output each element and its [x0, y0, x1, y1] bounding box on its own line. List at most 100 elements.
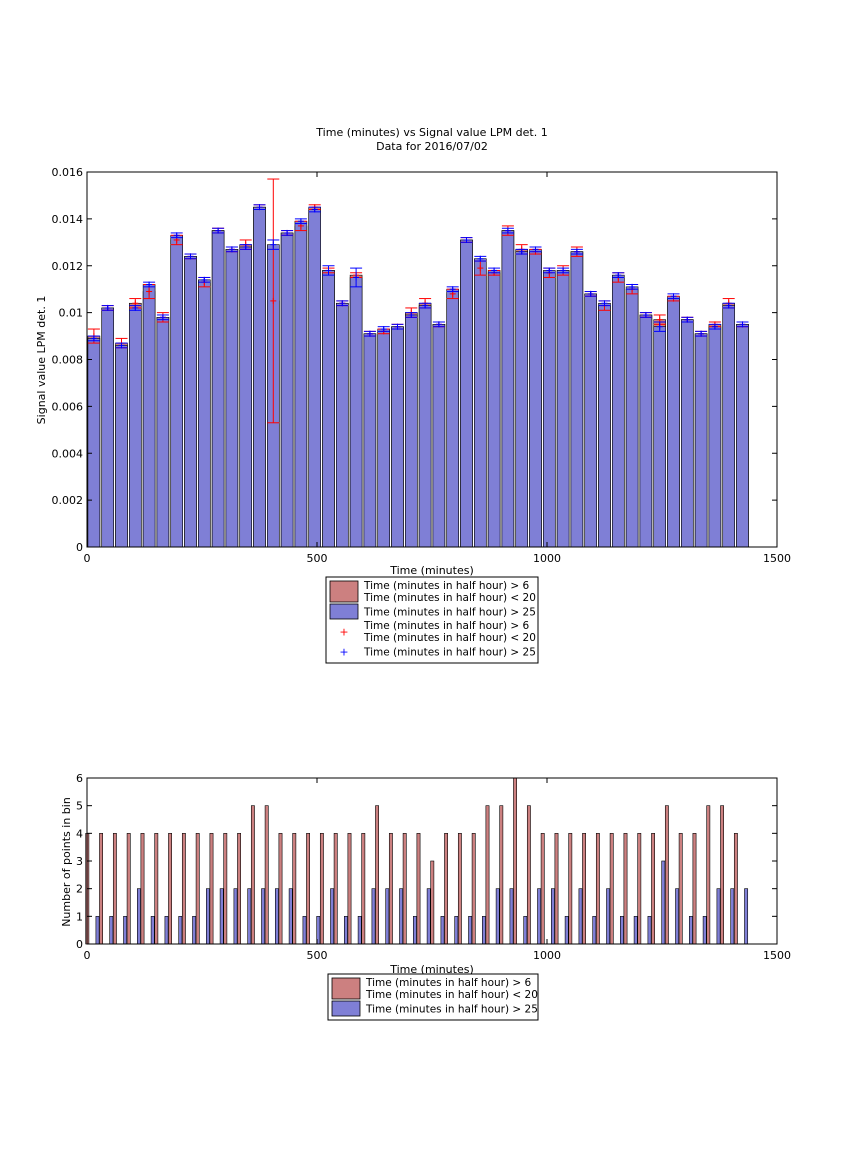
blue-bar	[198, 279, 211, 548]
count-red-bar	[361, 833, 366, 945]
legend-entry-label: Time (minutes in half hour) < 20	[363, 592, 536, 604]
blue-bar	[570, 251, 584, 548]
blue-bar	[349, 277, 363, 548]
x-tick-label: 1500	[763, 949, 791, 962]
count-red-bar	[651, 833, 655, 945]
y-tick-label: 0.006	[52, 400, 84, 413]
blue-bar	[170, 234, 183, 548]
blue-bar	[722, 305, 735, 548]
count-blue-bar	[744, 888, 749, 945]
count-blue-bar	[495, 888, 500, 945]
count-blue-bar	[343, 916, 348, 945]
legend-entry-label: Time (minutes in half hour) > 25	[363, 607, 536, 619]
y-tick-label: 1	[76, 910, 83, 923]
count-blue-bar	[330, 888, 335, 945]
count-red-bar	[568, 833, 573, 945]
count-blue-bar	[219, 888, 224, 945]
blue-bar	[115, 345, 128, 548]
legend-entry-label: Time (minutes in half hour) > 25	[363, 647, 536, 659]
legend-entry-label: Time (minutes in half hour) > 25	[365, 1004, 538, 1016]
count-red-bar	[692, 833, 697, 945]
count-red-bar	[223, 833, 228, 945]
count-blue-bar	[481, 916, 486, 945]
count-blue-bar	[716, 888, 721, 945]
y-tick-label: 0.008	[52, 354, 84, 367]
blue-bar	[653, 326, 666, 548]
blue-bar	[681, 319, 694, 548]
count-blue-bar	[357, 916, 362, 945]
legend-entry-label: Time (minutes in half hour) < 20	[363, 632, 536, 644]
y-tick-label: 0	[76, 541, 83, 554]
blue-bar	[156, 317, 170, 548]
blue-bar	[432, 324, 446, 548]
y-tick-label: 4	[76, 827, 83, 840]
count-red-bar	[112, 833, 117, 945]
x-tick-label: 0	[84, 949, 91, 962]
blue-bar	[253, 206, 266, 548]
count-blue-bar	[274, 888, 279, 945]
legend-blue-patch	[331, 1000, 361, 1017]
legend-red-patch	[329, 580, 359, 603]
count-blue-bar	[564, 916, 569, 945]
count-red-bar	[485, 805, 490, 945]
blue-bar	[446, 288, 459, 548]
count-blue-bar	[426, 888, 431, 945]
count-blue-bar	[592, 916, 597, 945]
count-red-bar	[664, 805, 669, 945]
blue-bar	[280, 232, 294, 548]
count-blue-bar	[675, 888, 680, 945]
x-tick-label: 1000	[533, 949, 561, 962]
legend-entry-label: Time (minutes in half hour) > 6	[363, 580, 530, 592]
count-blue-bar	[509, 888, 514, 945]
blue-bar	[101, 307, 114, 548]
count-red-bar	[306, 833, 311, 945]
blue-bar	[556, 270, 570, 548]
blue-bar	[336, 302, 349, 548]
count-chart: 0 500 1000 1500 0 1 2 3 4 5 6 Time (minutes) Numbe…	[60, 772, 791, 1021]
blue-bar	[667, 295, 680, 548]
blue-bar	[736, 324, 749, 548]
count-blue-bar	[606, 888, 611, 945]
blue-bar	[515, 251, 528, 548]
signal-axes: 0 500 1000 1500 0 0.002 0.004 0.006 0.008 0.01 0.0…	[52, 166, 792, 565]
x-tick-label: 1500	[763, 552, 791, 565]
blue-bar	[487, 270, 501, 548]
count-blue-bar	[578, 888, 583, 945]
signal-chart: Time (minutes) vs Signal value LPM det. …	[35, 126, 792, 664]
count-red-bar	[706, 805, 711, 945]
blue-bar	[474, 258, 487, 548]
count-blue-bar	[95, 916, 100, 945]
count-blue-bar	[619, 916, 624, 945]
count-red-bar	[416, 833, 421, 945]
count-red-bar	[499, 805, 504, 945]
count-red-bar	[609, 833, 614, 945]
y-tick-label: 3	[76, 855, 83, 868]
blue-bar	[308, 209, 321, 548]
count-red-bar	[168, 833, 172, 945]
y-tick-label: 0.016	[52, 166, 84, 179]
blue-bar	[584, 293, 597, 548]
blue-bar	[184, 256, 197, 548]
count-blue-bar	[137, 888, 141, 945]
count-blue-bar	[233, 888, 238, 945]
blue-bar	[694, 333, 708, 548]
count-blue-bar	[454, 916, 459, 945]
count-plot-area	[85, 777, 749, 945]
count-x-axis-label: Time (minutes)	[389, 963, 474, 976]
count-blue-bar	[302, 916, 307, 945]
count-red-bar	[126, 833, 131, 945]
count-red-bar	[319, 833, 324, 945]
y-tick-label: 0.01	[59, 307, 84, 320]
x-tick-label: 1000	[533, 552, 561, 565]
count-red-bar	[388, 833, 393, 945]
count-red-bar	[540, 833, 545, 945]
count-blue-bar	[661, 860, 666, 945]
signal-x-axis-label: Time (minutes)	[389, 564, 474, 577]
count-red-bar	[457, 833, 462, 945]
count-blue-bar	[178, 916, 183, 945]
blue-bar	[501, 230, 515, 548]
count-y-axis-label: Number of points in bin	[60, 797, 73, 927]
legend-box	[325, 576, 539, 664]
blue-bar	[363, 333, 377, 548]
